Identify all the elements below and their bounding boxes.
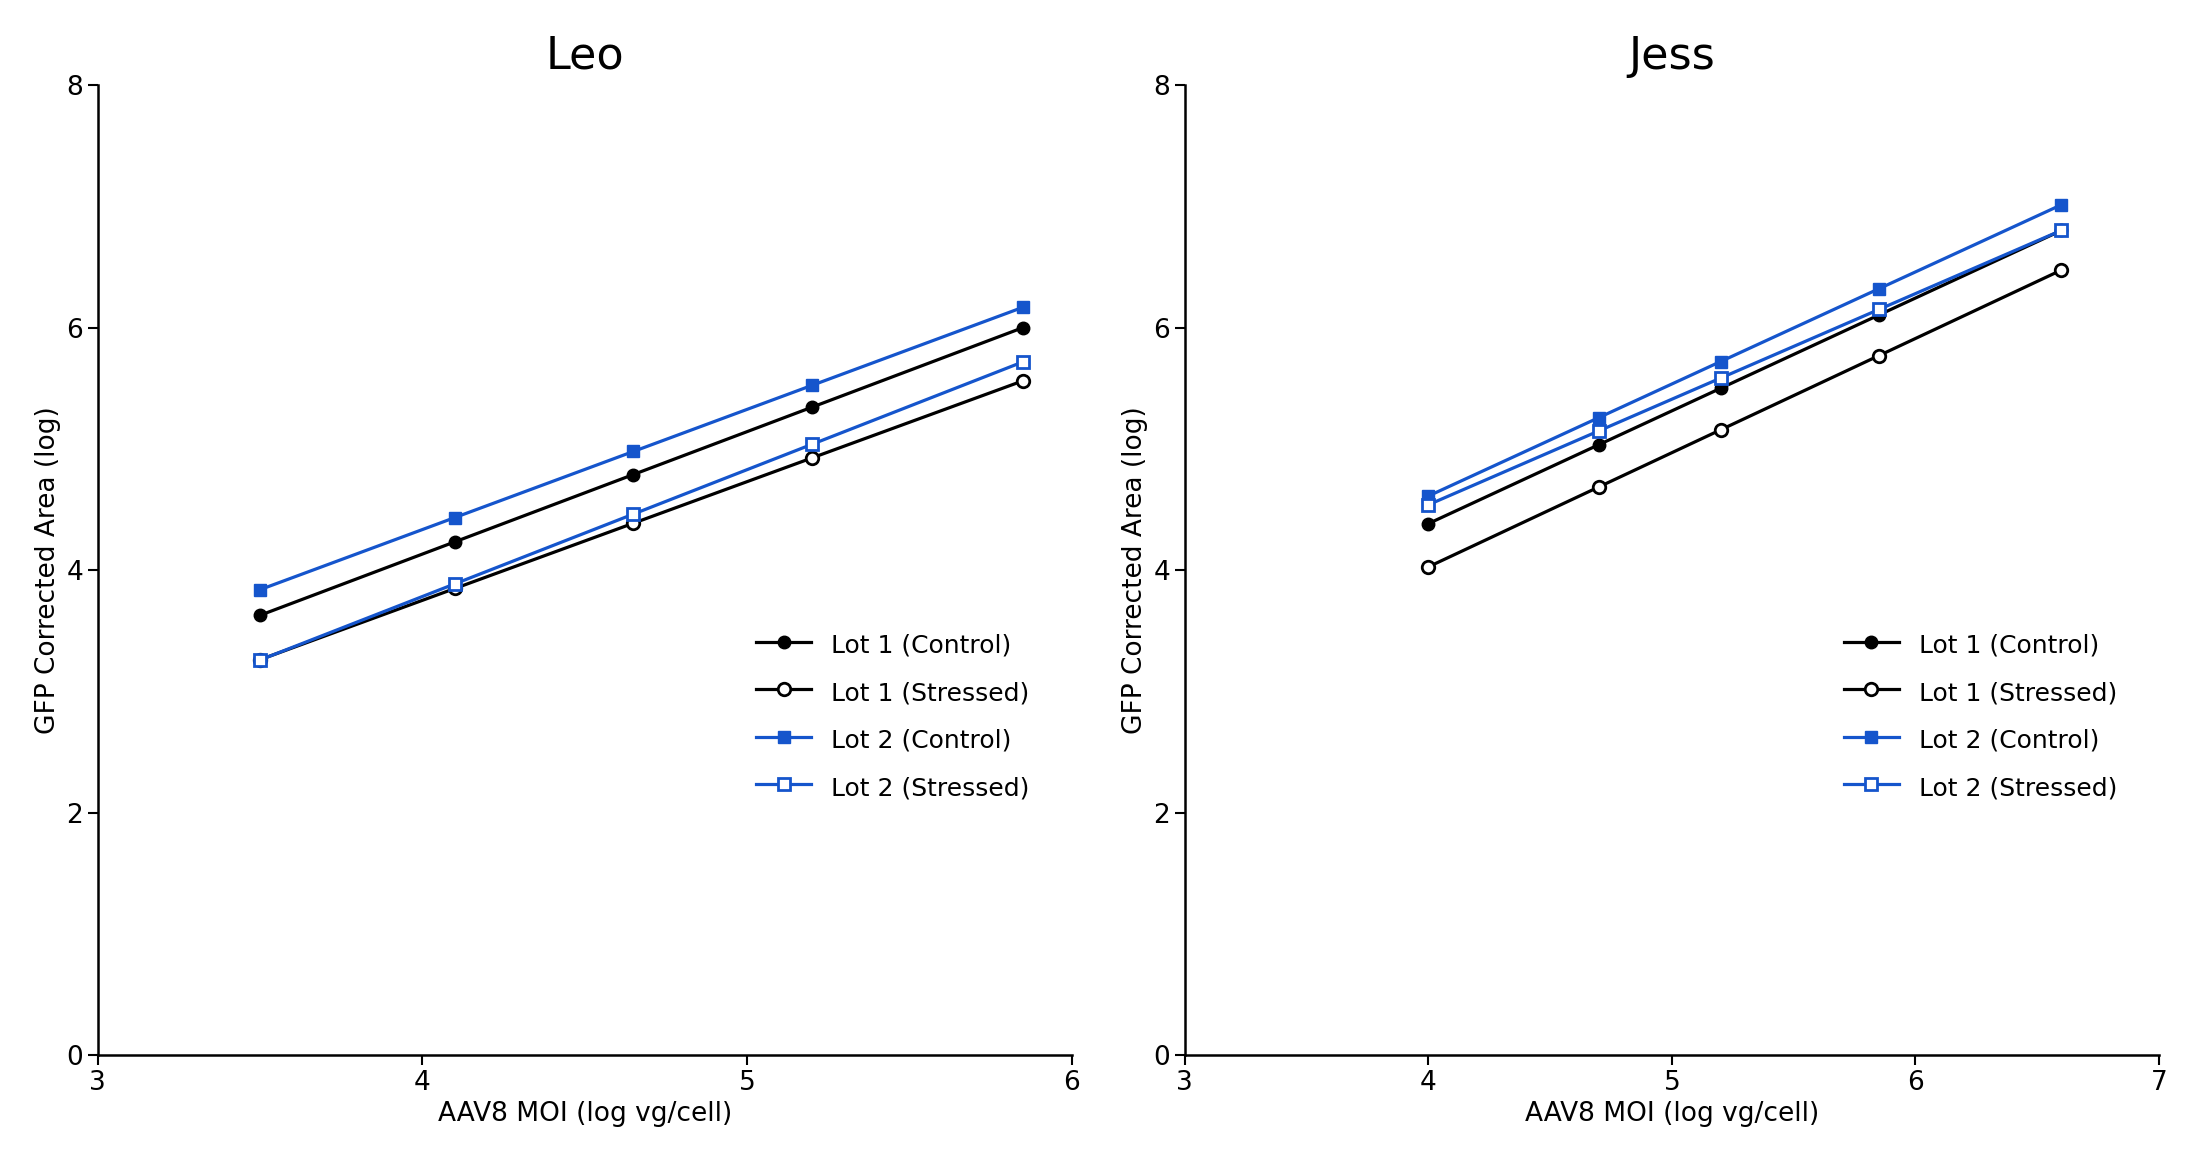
Lot 2 (Stressed) <box>621 507 647 521</box>
Lot 2 (Control) <box>621 445 647 459</box>
Lot 1 (Control) <box>1865 308 1892 322</box>
Y-axis label: GFP Corrected Area (log): GFP Corrected Area (log) <box>1121 407 1147 734</box>
Lot 2 (Control) <box>247 582 273 596</box>
Lot 1 (Stressed) <box>2048 263 2074 277</box>
Lot 2 (Control) <box>1416 489 1442 503</box>
Lot 1 (Control) <box>799 400 826 414</box>
Lot 2 (Control) <box>2048 198 2074 211</box>
Lot 2 (Control) <box>799 379 826 393</box>
Lot 1 (Control) <box>247 609 273 623</box>
Line: Lot 2 (Control): Lot 2 (Control) <box>253 301 1028 596</box>
Lot 2 (Stressed) <box>443 576 469 590</box>
Lot 1 (Control) <box>443 535 469 548</box>
Lot 1 (Stressed) <box>799 451 826 465</box>
X-axis label: AAV8 MOI (log vg/cell): AAV8 MOI (log vg/cell) <box>1524 1102 1819 1127</box>
Lot 1 (Control) <box>1585 438 1612 452</box>
Title: Leo: Leo <box>546 35 623 78</box>
Legend: Lot 1 (Control), Lot 1 (Stressed), Lot 2 (Control), Lot 2 (Stressed): Lot 1 (Control), Lot 1 (Stressed), Lot 2… <box>1834 622 2127 810</box>
Lot 1 (Stressed) <box>1585 480 1612 494</box>
Lot 1 (Stressed) <box>1011 374 1037 388</box>
Lot 1 (Stressed) <box>1707 423 1733 437</box>
Line: Lot 2 (Control): Lot 2 (Control) <box>1422 199 2068 502</box>
Lot 2 (Stressed) <box>2048 223 2074 237</box>
Lot 2 (Stressed) <box>247 653 273 667</box>
Line: Lot 1 (Stressed): Lot 1 (Stressed) <box>253 374 1028 666</box>
Lot 2 (Stressed) <box>1585 424 1612 438</box>
Lot 2 (Stressed) <box>1011 354 1037 368</box>
Lot 2 (Control) <box>1011 300 1037 314</box>
Lot 2 (Control) <box>443 510 469 524</box>
Legend: Lot 1 (Control), Lot 1 (Stressed), Lot 2 (Control), Lot 2 (Stressed): Lot 1 (Control), Lot 1 (Stressed), Lot 2… <box>746 622 1039 810</box>
Lot 1 (Stressed) <box>1865 349 1892 363</box>
Lot 1 (Control) <box>1707 381 1733 395</box>
X-axis label: AAV8 MOI (log vg/cell): AAV8 MOI (log vg/cell) <box>438 1102 731 1127</box>
Line: Lot 2 (Stressed): Lot 2 (Stressed) <box>1422 224 2068 511</box>
Lot 1 (Control) <box>1416 517 1442 531</box>
Line: Lot 1 (Stressed): Lot 1 (Stressed) <box>1422 264 2068 573</box>
Lot 2 (Control) <box>1865 282 1892 296</box>
Lot 1 (Stressed) <box>621 516 647 530</box>
Y-axis label: GFP Corrected Area (log): GFP Corrected Area (log) <box>35 407 62 734</box>
Lot 2 (Control) <box>1585 410 1612 424</box>
Lot 1 (Control) <box>621 467 647 481</box>
Lot 2 (Stressed) <box>1416 497 1442 511</box>
Line: Lot 1 (Control): Lot 1 (Control) <box>253 322 1028 622</box>
Lot 2 (Control) <box>1707 354 1733 368</box>
Line: Lot 1 (Control): Lot 1 (Control) <box>1422 224 2068 530</box>
Lot 2 (Stressed) <box>799 437 826 451</box>
Lot 1 (Stressed) <box>247 653 273 667</box>
Lot 1 (Stressed) <box>1416 560 1442 574</box>
Lot 2 (Stressed) <box>1707 371 1733 385</box>
Title: Jess: Jess <box>1629 35 1715 78</box>
Lot 1 (Control) <box>2048 223 2074 237</box>
Lot 1 (Control) <box>1011 321 1037 335</box>
Lot 2 (Stressed) <box>1865 302 1892 316</box>
Line: Lot 2 (Stressed): Lot 2 (Stressed) <box>253 356 1028 666</box>
Lot 1 (Stressed) <box>443 581 469 595</box>
